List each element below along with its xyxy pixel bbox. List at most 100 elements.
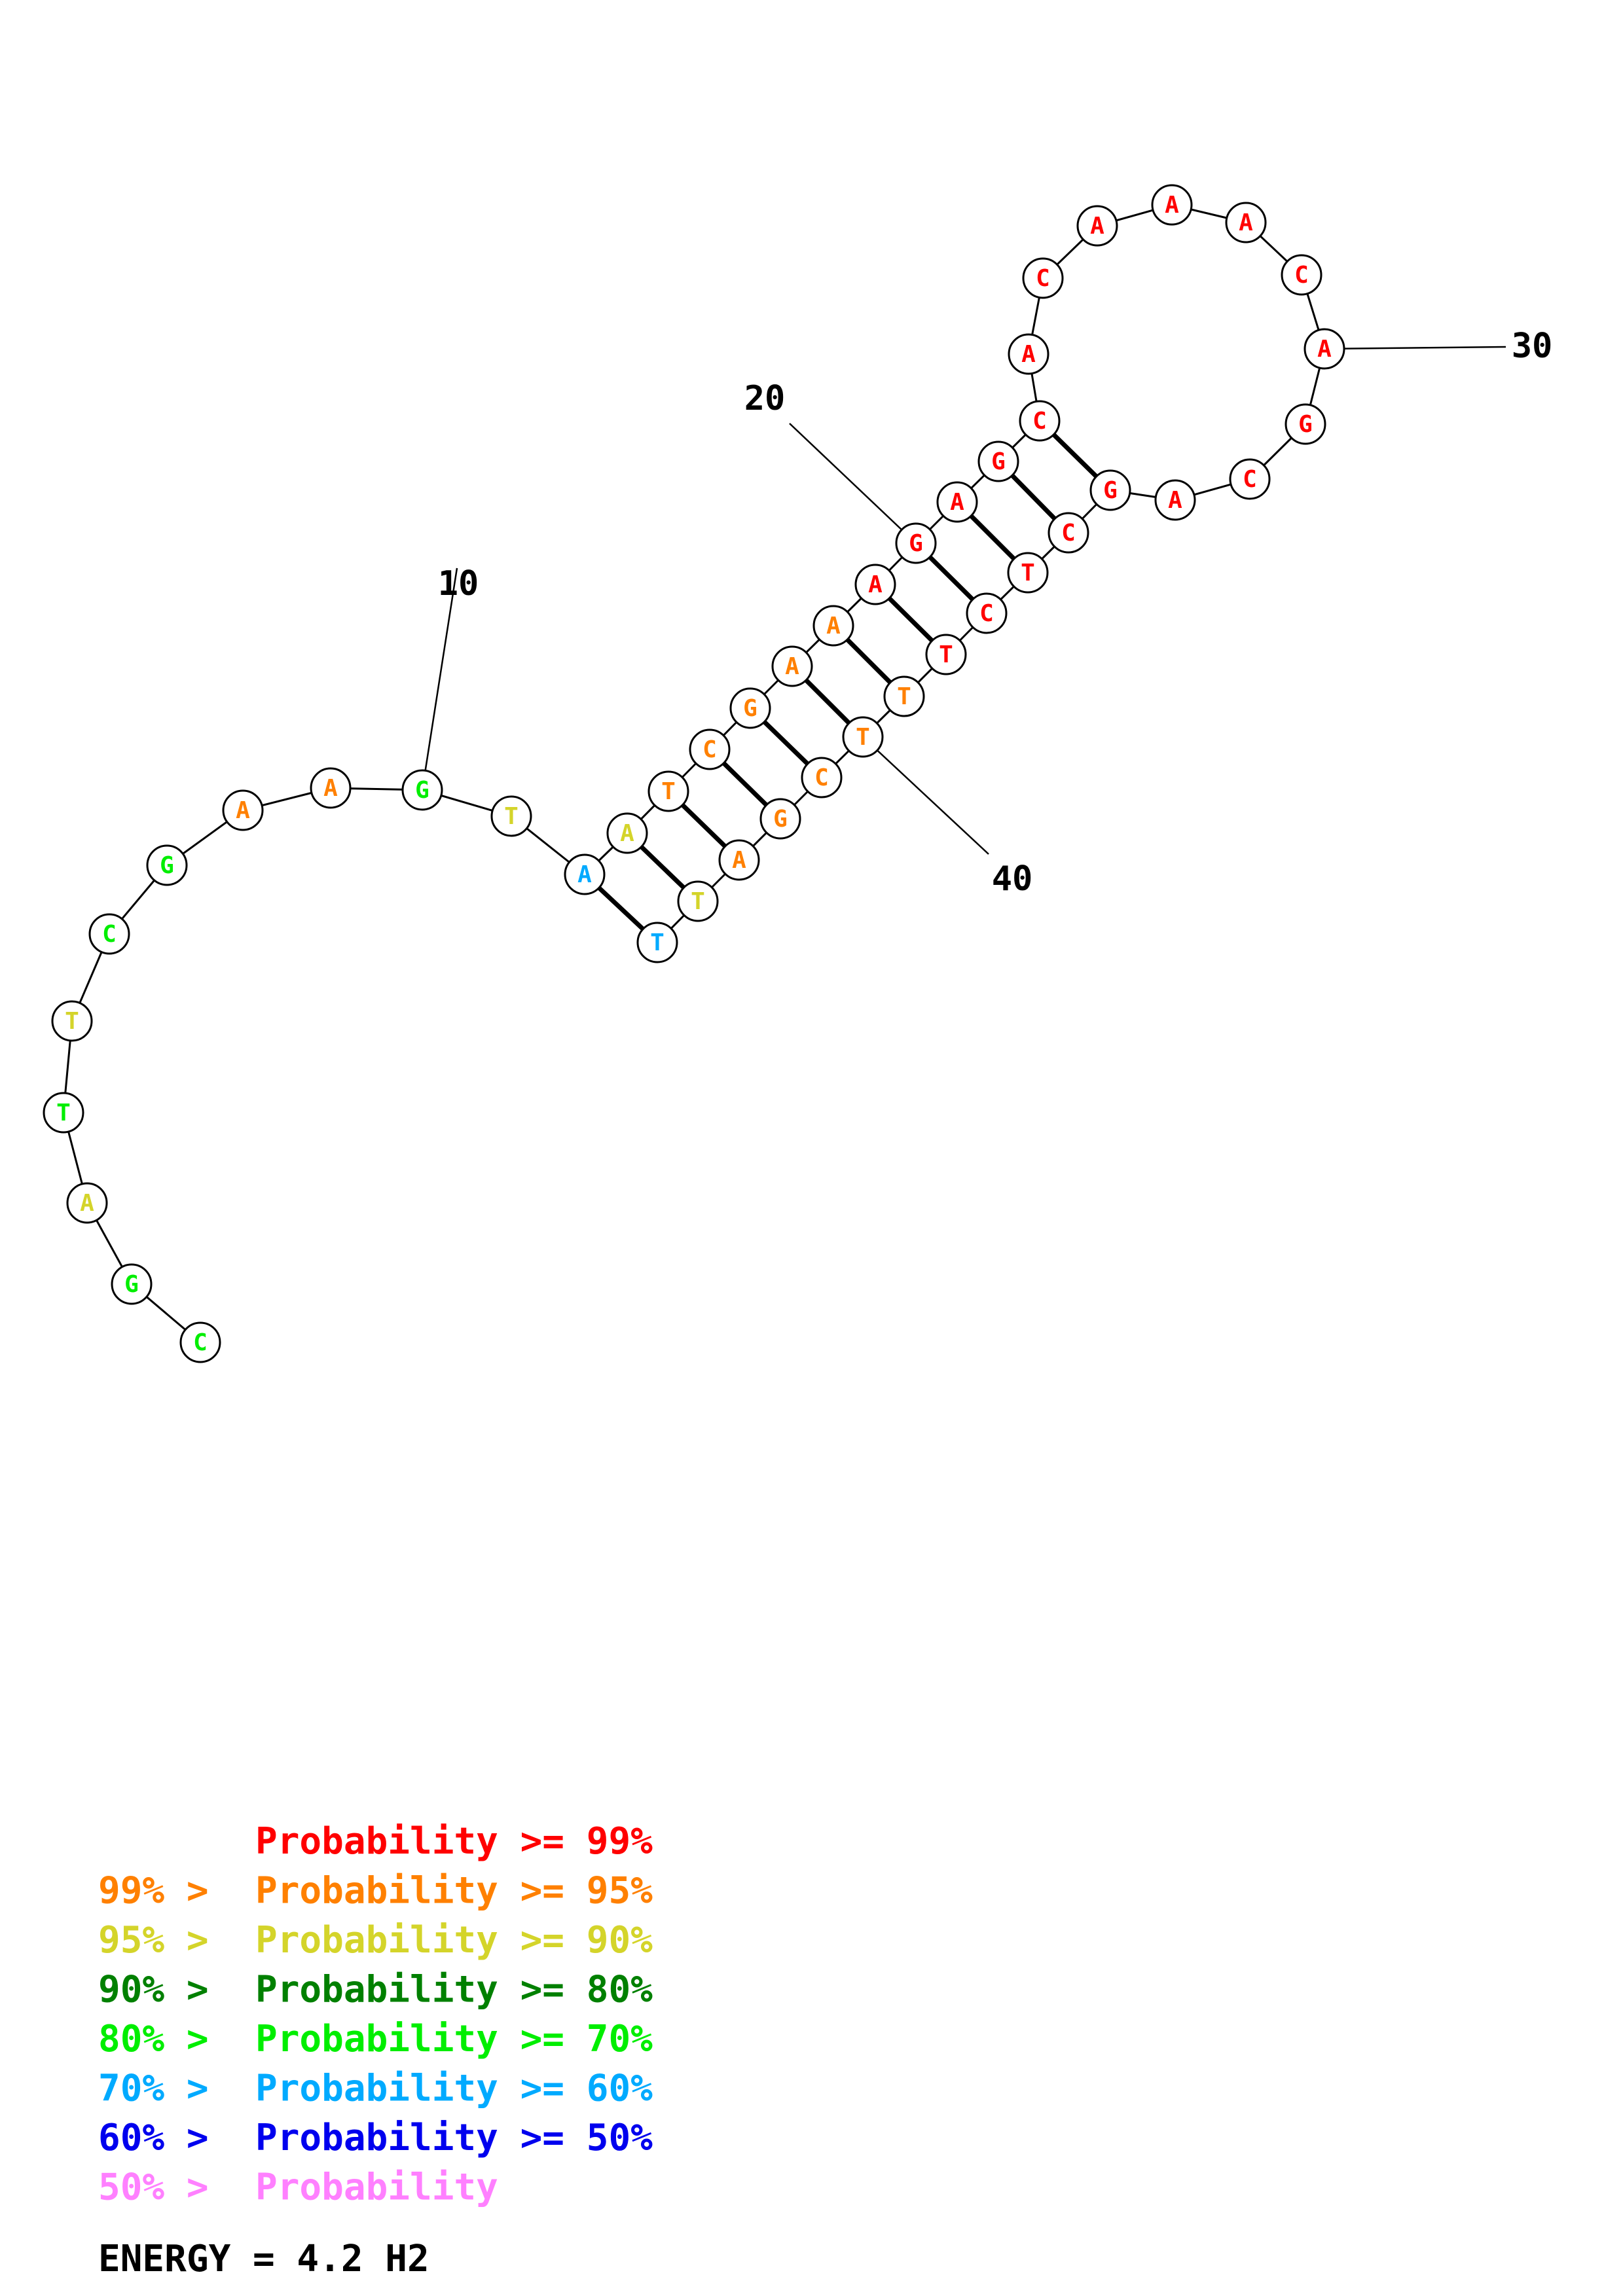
nucleotide-3: A <box>66 1182 108 1224</box>
nucleotide-17: A <box>771 645 813 687</box>
nucleotide-circle <box>842 716 884 758</box>
nucleotide-circle <box>1048 512 1089 554</box>
nucleotide-15: C <box>689 728 731 770</box>
nucleotide-base: C <box>102 921 117 948</box>
nucleotide-circle <box>936 481 978 523</box>
backbone-lines <box>62 204 1326 1344</box>
nucleotide-5: T <box>51 1000 93 1042</box>
nucleotide-2: G <box>111 1263 153 1305</box>
nucleotide-circle <box>977 440 1019 482</box>
nucleotide-circle <box>222 789 264 831</box>
nucleotide-13: A <box>606 812 648 854</box>
nucleotide-base: T <box>939 641 953 668</box>
nucleotide-circle <box>1007 552 1049 594</box>
nucleotide-base: A <box>1168 487 1182 514</box>
legend-label: Probability >= 99% <box>255 1820 653 1863</box>
nucleotide-base: G <box>743 695 757 722</box>
nucleotide-base: A <box>868 571 883 598</box>
nucleotide-base: A <box>323 775 338 802</box>
legend-prefix: 80% > <box>98 2018 209 2060</box>
legend-prefix: 99% > <box>98 1870 209 1912</box>
nucleotide-base: T <box>661 778 676 805</box>
nucleotide-21: A <box>936 481 978 523</box>
nucleotide-12: A <box>564 853 606 895</box>
nucleotide-base: A <box>1165 192 1179 219</box>
nucleotide-base: C <box>1294 262 1309 289</box>
nucleotide-38: T <box>925 634 967 675</box>
nucleotide-base: A <box>785 653 799 680</box>
nucleotide-circle <box>1076 205 1118 247</box>
nucleotide-32: C <box>1229 458 1271 500</box>
nucleotide-base: T <box>856 724 870 751</box>
nucleotide-41: C <box>801 757 843 798</box>
nucleotide-6: C <box>88 913 130 955</box>
nucleotide-base: A <box>1021 341 1036 368</box>
nucleotide-circle <box>179 1321 221 1363</box>
nucleotide-26: A <box>1076 205 1118 247</box>
nucleotide-circle <box>647 770 689 812</box>
nucleotide-24: A <box>1008 333 1049 375</box>
nucleotide-circle <box>564 853 606 895</box>
nucleotide-base: A <box>1090 213 1104 240</box>
nucleotide-circle <box>1285 403 1326 445</box>
nucleotide-circle <box>1225 202 1267 243</box>
legend-row: 60% > Probability >= 50% <box>98 2117 653 2159</box>
nucleotide-base: C <box>979 600 994 627</box>
nucleotide-1: C <box>179 1321 221 1363</box>
nucleotide-circle <box>677 880 719 922</box>
position-label: 30 <box>1512 327 1553 366</box>
nucleotide-30: A <box>1304 328 1345 370</box>
energy-label: ENERGY = 4.2 H2 <box>98 2238 429 2280</box>
legend-row: 99% > Probability >= 95% <box>98 1870 653 1912</box>
nucleotide-18: A <box>812 605 854 647</box>
legend-prefix: 70% > <box>98 2068 209 2110</box>
nucleotide-base: C <box>1061 520 1076 547</box>
nucleotide-base: C <box>702 736 717 763</box>
nucleotide-33: A <box>1154 479 1196 521</box>
nucleotide-circle <box>718 839 760 881</box>
nucleotide-circle <box>1151 184 1193 226</box>
nucleotide-36: T <box>1007 552 1049 594</box>
nucleotide-base: A <box>236 797 250 824</box>
nucleotide-circle <box>883 675 925 717</box>
nucleotide-8: A <box>222 789 264 831</box>
legend-prefix: 50% > <box>98 2166 209 2209</box>
nucleotide-base: T <box>56 1100 71 1126</box>
nucleotide-circle <box>1022 257 1064 299</box>
nucleotide-base: A <box>1239 209 1253 236</box>
nucleotide-base: G <box>124 1271 139 1298</box>
nucleotide-22: G <box>977 440 1019 482</box>
nucleotide-circle <box>401 769 443 811</box>
legend-row: 95% > Probability >= 90% <box>98 1919 653 1962</box>
nucleotide-base: G <box>991 448 1006 475</box>
nucleotide-base: C <box>193 1329 208 1356</box>
nucleotide-9: A <box>310 767 352 809</box>
nucleotide-circle <box>1304 328 1345 370</box>
nucleotide-base: G <box>415 777 429 804</box>
nucleotide-45: T <box>636 922 678 963</box>
nucleotide-35: C <box>1048 512 1089 554</box>
nucleotide-base: G <box>1298 411 1313 438</box>
nucleotide-circle <box>1089 469 1131 511</box>
nucleotide-base: A <box>950 489 964 516</box>
legend-row: 50% > Probability <box>98 2166 498 2209</box>
nucleotide-circle <box>66 1182 108 1224</box>
nucleotide-base: T <box>65 1008 79 1035</box>
nucleotide-34: G <box>1089 469 1131 511</box>
nucleotide-circle <box>636 922 678 963</box>
nucleotide-40: T <box>842 716 884 758</box>
position-label: 40 <box>992 859 1033 899</box>
nucleotide-42: G <box>759 798 801 840</box>
nucleotide-circle <box>689 728 731 770</box>
nucleotide-4: T <box>43 1092 84 1134</box>
nucleotide-20: G <box>895 522 937 564</box>
nucleotide-circle <box>490 795 532 837</box>
nucleotide-base: C <box>1036 265 1050 292</box>
probability-legend: Probability >= 99% 99% > Probability >= 9… <box>98 1820 653 2209</box>
nucleotide-base: G <box>1103 477 1118 504</box>
legend-label: Probability >= 70% <box>255 2018 653 2060</box>
nucleotide-circle <box>51 1000 93 1042</box>
position-labels: 10 20 30 40 <box>438 327 1553 899</box>
nucleotide-circle <box>310 767 352 809</box>
legend-label: Probability >= 90% <box>255 1919 653 1962</box>
